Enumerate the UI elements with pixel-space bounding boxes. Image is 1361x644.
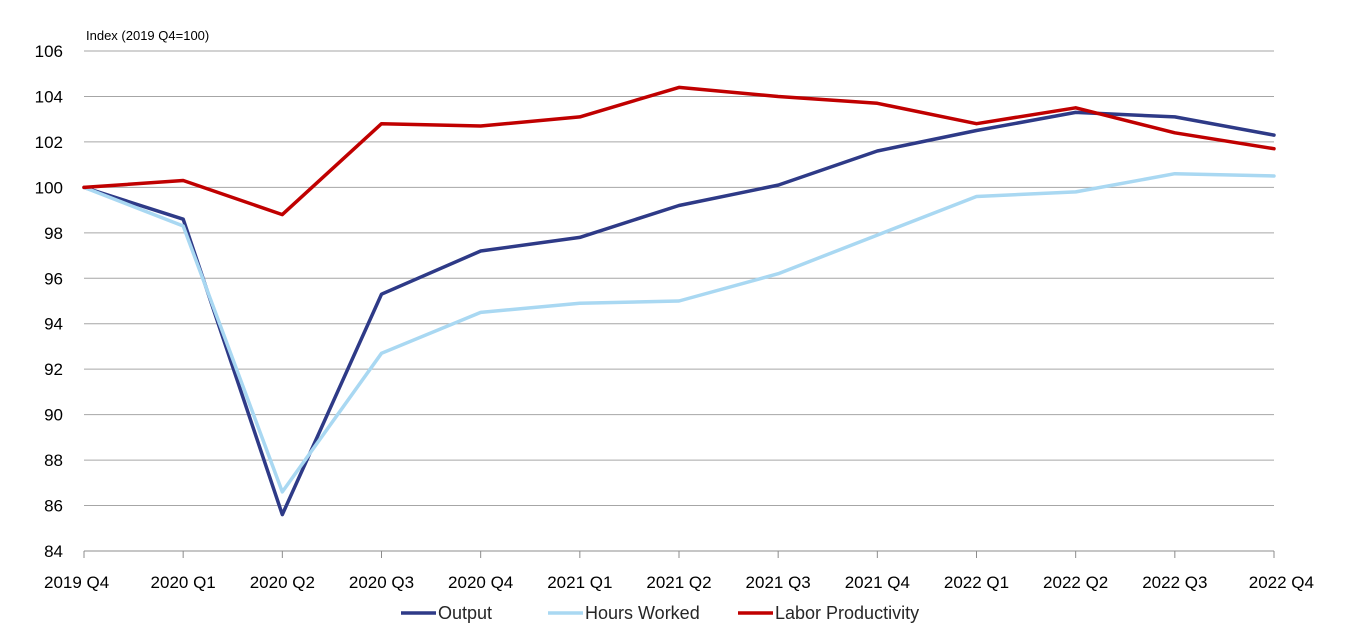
y-tick-label: 92 (44, 360, 63, 379)
series-line-output (82, 110, 1276, 517)
y-tick-label: 96 (44, 269, 63, 288)
y-tick-label: 94 (44, 315, 63, 334)
x-tick-label: 2021 Q1 (547, 573, 612, 592)
x-tick-label: 2020 Q1 (151, 573, 216, 592)
y-tick-label: 86 (44, 497, 63, 516)
y-tick-label: 102 (35, 133, 63, 152)
legend-label: Hours Worked (585, 603, 700, 623)
x-tick-label: 2022 Q3 (1142, 573, 1207, 592)
legend: Output Hours Worked Labor Productivity (401, 603, 919, 623)
x-tick-label: 2021 Q3 (746, 573, 811, 592)
x-tick-label: 2020 Q3 (349, 573, 414, 592)
y-tick-label: 88 (44, 451, 63, 470)
y-tick-label: 100 (35, 178, 63, 197)
x-tick-label: 2021 Q2 (646, 573, 711, 592)
x-tick-label: 2022 Q1 (944, 573, 1009, 592)
y-tick-label: 90 (44, 406, 63, 425)
y-tick-label: 98 (44, 224, 63, 243)
y-axis-title: Index (2019 Q4=100) (86, 28, 209, 43)
x-tick-label: 2020 Q2 (250, 573, 315, 592)
x-tick-label: 2019 Q4 (44, 573, 109, 592)
legend-label: Output (438, 603, 492, 623)
series-lines (82, 85, 1276, 517)
x-tick-label: 2022 Q2 (1043, 573, 1108, 592)
y-tick-label: 104 (35, 87, 63, 106)
series-line-hours-worked (82, 171, 1276, 494)
gridlines (84, 50, 1274, 507)
axes: 84 86 88 90 92 94 96 98 100 102 104 106 2019 Q4 2020 … (35, 42, 1314, 592)
x-tick-label: 2020 Q4 (448, 573, 513, 592)
y-tick-label: 106 (35, 42, 63, 61)
x-tick-label: 2022 Q4 (1249, 573, 1314, 592)
legend-label: Labor Productivity (775, 603, 919, 623)
y-tick-label: 84 (44, 542, 63, 561)
series-line-labor-productivity (82, 85, 1276, 217)
x-tick-label: 2021 Q4 (845, 573, 910, 592)
